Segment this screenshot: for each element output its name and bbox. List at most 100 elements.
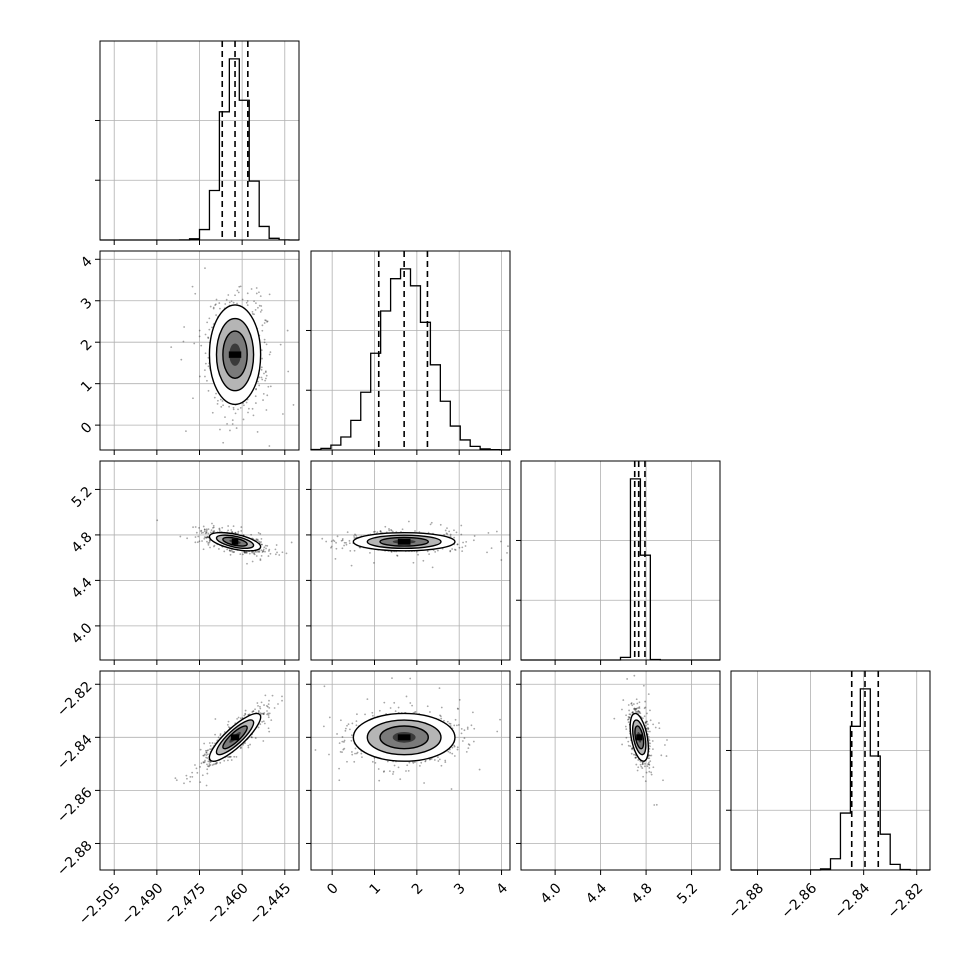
scatter-point	[339, 719, 342, 722]
scatter-point	[269, 552, 272, 555]
scatter-point	[233, 551, 236, 553]
scatter-point	[640, 765, 643, 768]
scatter-point	[478, 768, 481, 771]
scatter-point	[412, 561, 415, 564]
scatter-point	[174, 777, 177, 780]
scatter-point	[506, 552, 508, 554]
scatter-point	[234, 531, 237, 534]
scatter-point	[248, 552, 251, 555]
scatter-point	[451, 752, 454, 755]
scatter-point	[351, 734, 353, 737]
scatter-point	[186, 537, 189, 540]
scatter-point	[397, 766, 400, 769]
x-tick-label: −2.88	[725, 880, 767, 922]
scatter-point	[264, 694, 267, 697]
scatter-point	[255, 302, 257, 304]
scatter-point	[330, 546, 332, 549]
scatter-point	[204, 375, 206, 378]
scatter-point	[245, 301, 248, 304]
scatter-point	[236, 717, 239, 720]
scatter-point	[392, 770, 395, 773]
scatter-point	[439, 715, 442, 718]
scatter-point	[232, 551, 235, 554]
scatter-point	[230, 300, 233, 303]
scatter-point	[407, 520, 410, 523]
scatter-point	[465, 540, 468, 543]
scatter-point	[221, 526, 224, 529]
scatter-point	[270, 719, 273, 722]
scatter-point	[633, 674, 636, 677]
scatter-point	[351, 751, 353, 753]
scatter-point	[339, 750, 342, 753]
scatter-point	[456, 543, 459, 546]
scatter-point	[260, 554, 263, 557]
scatter-point	[255, 388, 258, 390]
scatter-point	[229, 429, 231, 432]
scatter-point	[263, 712, 266, 714]
panel-frame	[310, 250, 511, 451]
scatter-panel-p2-vs-p3: 4.0 4.4 4.8 5.2	[516, 670, 721, 907]
scatter-point	[346, 724, 348, 727]
scatter-point	[262, 713, 265, 716]
scatter-point	[343, 544, 345, 547]
scatter-point	[353, 549, 356, 552]
scatter-point	[437, 756, 439, 759]
scatter-point	[240, 530, 243, 532]
scatter-point	[448, 722, 451, 725]
scatter-point	[260, 366, 263, 369]
panel-frame	[730, 670, 931, 871]
scatter-point	[212, 306, 215, 309]
scatter-point	[355, 720, 358, 723]
scatter-point	[412, 762, 415, 764]
scatter-point	[649, 754, 651, 757]
scatter-point	[204, 759, 206, 762]
scatter-point	[213, 530, 216, 532]
scatter-point	[267, 555, 270, 557]
scatter-point	[228, 405, 231, 408]
scatter-point	[473, 535, 476, 537]
scatter-point	[246, 562, 248, 565]
scatter-point	[652, 748, 654, 751]
scatter-point	[240, 746, 242, 749]
scatter-point	[626, 678, 629, 680]
scatter-point	[275, 544, 278, 546]
scatter-point	[467, 747, 470, 750]
scatter-point	[256, 702, 259, 704]
scatter-point	[206, 772, 209, 775]
scatter-point	[255, 388, 257, 391]
scatter-point	[183, 782, 185, 785]
scatter-point	[350, 564, 353, 567]
scatter-point	[258, 376, 261, 379]
x-tick-label: 3	[451, 880, 469, 898]
scatter-point	[242, 553, 244, 556]
scatter-point	[646, 765, 649, 768]
scatter-point	[431, 566, 434, 569]
scatter-point	[330, 540, 333, 543]
scatter-point	[263, 322, 266, 324]
scatter-point	[203, 753, 206, 756]
scatter-point	[212, 526, 214, 529]
scatter-point	[205, 529, 208, 532]
scatter-point	[361, 756, 363, 758]
scatter-point	[429, 758, 432, 761]
scatter-point	[208, 540, 211, 543]
scatter-point	[262, 550, 264, 553]
scatter-point	[206, 757, 209, 759]
scatter-point	[486, 551, 488, 554]
scatter-point	[341, 539, 344, 542]
x-tick-label: −2.490	[119, 880, 167, 928]
scatter-point	[274, 553, 277, 556]
scatter-point	[371, 711, 374, 714]
scatter-point	[648, 770, 651, 773]
scatter-point	[430, 521, 433, 524]
scatter-point	[642, 775, 645, 778]
x-tick-label: 1	[367, 880, 385, 898]
scatter-point	[199, 781, 202, 784]
x-tick-label: −2.475	[161, 880, 209, 928]
scatter-point	[262, 393, 265, 395]
scatter-point	[260, 309, 263, 312]
scatter-point	[231, 550, 234, 553]
scatter-point	[219, 761, 222, 764]
scatter-point	[205, 751, 208, 754]
scatter-point	[205, 751, 208, 754]
